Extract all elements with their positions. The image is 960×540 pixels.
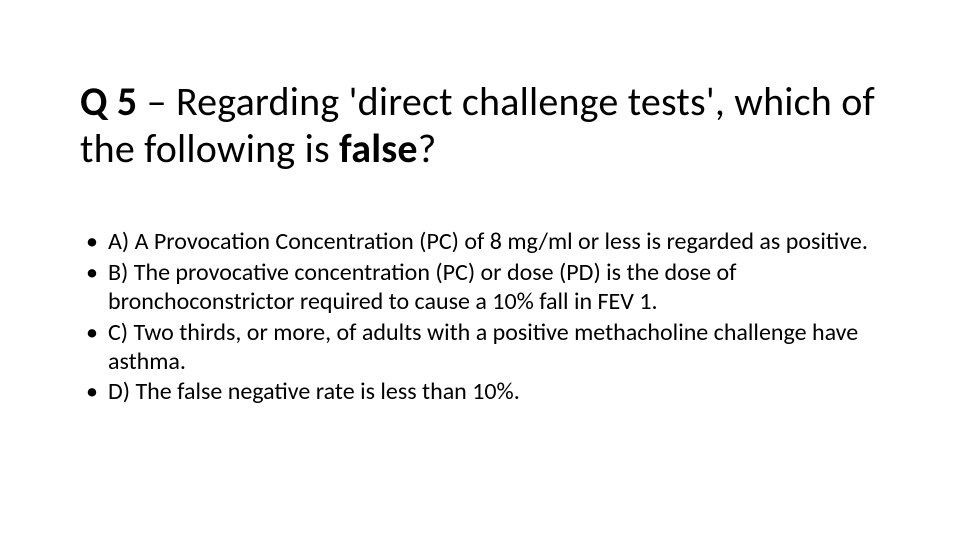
option-label: A) A Provocation Concentration (PC) of 8… [108,227,868,256]
slide-container: Q 5 – Regarding 'direct challenge tests'… [0,0,960,540]
option-label: C) Two thirds, or more, of adults with a… [108,318,858,376]
options-list: A) A Provocation Concentration (PC) of 8… [80,228,880,407]
question-text-suffix: ? [418,124,437,173]
option-c: C) Two thirds, or more, of adults with a… [80,319,880,377]
option-label: D) The false negative rate is less than … [108,377,520,406]
option-label: B) The provocative concentration (PC) or… [108,258,736,316]
question-text-middle: – Regarding 'direct challenge tests', wh… [80,77,875,173]
question-title: Q 5 – Regarding 'direct challenge tests'… [80,78,880,172]
question-emphasis: false [339,124,418,173]
option-d: D) The false negative rate is less than … [80,378,880,407]
option-b: B) The provocative concentration (PC) or… [80,259,880,317]
question-number: Q 5 [80,77,137,126]
option-a: A) A Provocation Concentration (PC) of 8… [80,228,880,257]
